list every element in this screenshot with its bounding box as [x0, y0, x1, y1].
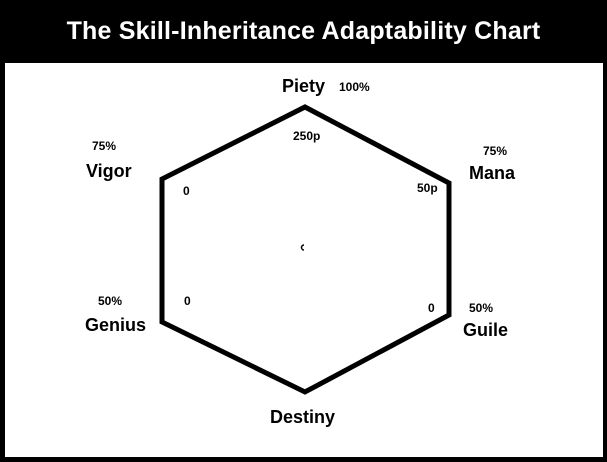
stat-value-vigor: 0	[183, 184, 190, 198]
hexagon-outline	[159, 104, 452, 395]
stat-label-genius: Genius	[85, 315, 147, 335]
stat-value-piety: 250p	[293, 129, 321, 143]
frame-border-bottom	[0, 457, 607, 462]
stat-percent-piety: 100%	[339, 80, 370, 94]
stat-value-mana: 50p	[417, 181, 438, 195]
title-bar: The Skill-Inheritance Adaptability Chart	[0, 0, 607, 63]
stat-percent-mana: 75%	[483, 144, 508, 158]
frame-border-left	[0, 0, 5, 462]
stat-label-piety: Piety	[282, 76, 326, 96]
stat-percent-guile: 50%	[469, 301, 494, 315]
stat-label-guile: Guile	[463, 320, 509, 340]
stat-percent-vigor: 75%	[92, 139, 117, 153]
stat-value-genius: 0	[184, 294, 191, 308]
stat-label-destiny: Destiny	[270, 407, 336, 427]
frame-border-right	[603, 0, 607, 462]
stat-label-vigor: Vigor	[86, 161, 132, 181]
center-mark	[300, 244, 305, 251]
stat-percent-genius: 50%	[98, 294, 123, 308]
chart-title: The Skill-Inheritance Adaptability Chart	[66, 17, 541, 45]
stat-value-guile: 0	[428, 301, 435, 315]
stat-label-mana: Mana	[469, 163, 516, 183]
